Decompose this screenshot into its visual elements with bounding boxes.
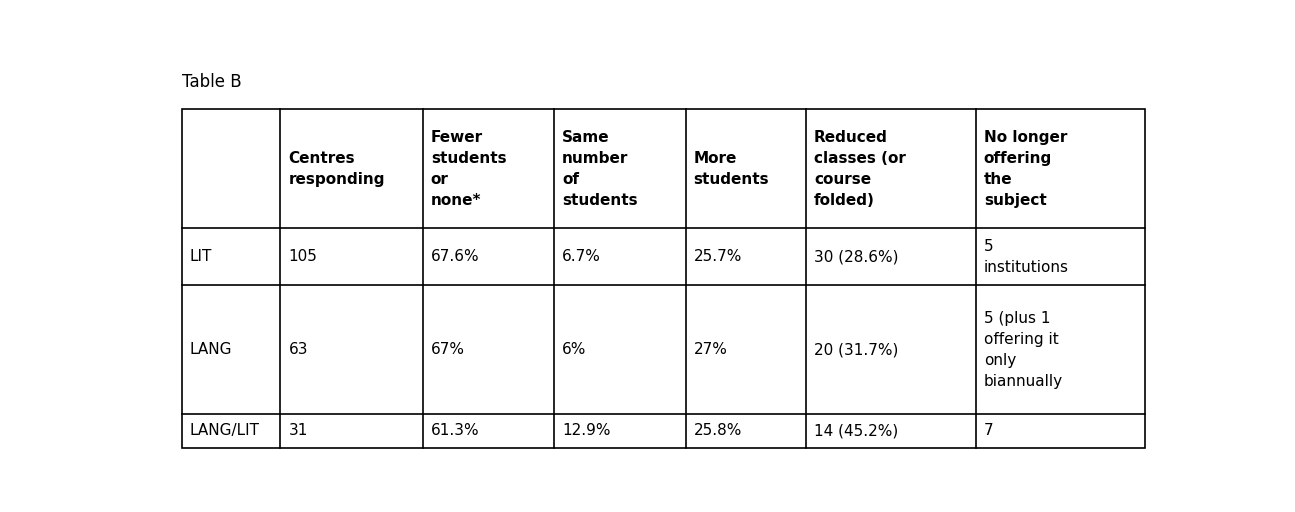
Text: 63: 63 bbox=[289, 342, 308, 357]
Text: 25.8%: 25.8% bbox=[694, 423, 742, 438]
Text: 6%: 6% bbox=[562, 342, 587, 357]
Text: Table B: Table B bbox=[181, 73, 242, 91]
Text: 12.9%: 12.9% bbox=[562, 423, 611, 438]
Text: 25.7%: 25.7% bbox=[694, 249, 742, 264]
Text: 105: 105 bbox=[289, 249, 317, 264]
Text: 67.6%: 67.6% bbox=[431, 249, 479, 264]
Text: LANG: LANG bbox=[190, 342, 233, 357]
Text: 5 (plus 1
offering it
only
biannually: 5 (plus 1 offering it only biannually bbox=[984, 310, 1063, 389]
Text: More
students: More students bbox=[694, 151, 769, 186]
Text: LIT: LIT bbox=[190, 249, 212, 264]
Text: 5
institutions: 5 institutions bbox=[984, 239, 1068, 275]
Text: LANG/LIT: LANG/LIT bbox=[190, 423, 260, 438]
Text: Centres
responding: Centres responding bbox=[289, 151, 385, 186]
Text: Same
number
of
students: Same number of students bbox=[562, 130, 638, 207]
Text: 30 (28.6%): 30 (28.6%) bbox=[815, 249, 899, 264]
Text: 61.3%: 61.3% bbox=[431, 423, 479, 438]
Text: 27%: 27% bbox=[694, 342, 728, 357]
Text: 67%: 67% bbox=[431, 342, 465, 357]
Text: 31: 31 bbox=[289, 423, 308, 438]
Text: Reduced
classes (or
course
folded): Reduced classes (or course folded) bbox=[815, 130, 906, 207]
Text: 7: 7 bbox=[984, 423, 993, 438]
Text: Fewer
students
or
none*: Fewer students or none* bbox=[431, 130, 506, 207]
Text: No longer
offering
the
subject: No longer offering the subject bbox=[984, 130, 1067, 207]
Text: 6.7%: 6.7% bbox=[562, 249, 601, 264]
Text: 20 (31.7%): 20 (31.7%) bbox=[815, 342, 899, 357]
Text: 14 (45.2%): 14 (45.2%) bbox=[815, 423, 899, 438]
Bar bbox=[181, 109, 1145, 448]
